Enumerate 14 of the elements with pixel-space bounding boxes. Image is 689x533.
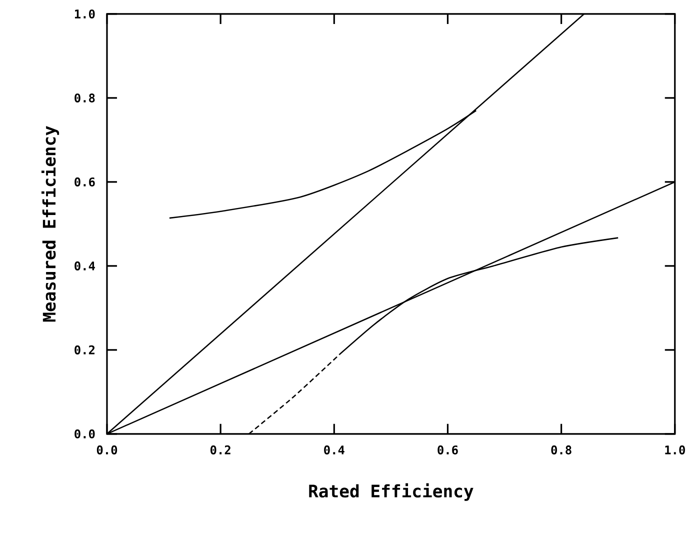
x-tick-label: 1.0 bbox=[665, 445, 685, 455]
y-tick-label: 1.0 bbox=[74, 10, 95, 19]
y-tick-label: 0.6 bbox=[74, 177, 95, 187]
x-tick-label: 0.0 bbox=[96, 445, 118, 455]
x-tick-label: 0.4 bbox=[324, 445, 344, 455]
y-tick-label: 0.0 bbox=[74, 429, 95, 438]
x-tick-label: 0.6 bbox=[438, 445, 458, 455]
x-tick-label: 0.2 bbox=[210, 445, 230, 455]
x-axis-title: Rated Efficiency bbox=[309, 483, 474, 501]
y-tick-label: 0.8 bbox=[74, 93, 95, 103]
y-tick-label: 0.2 bbox=[74, 345, 94, 354]
y-tick-label: 0.4 bbox=[74, 261, 95, 271]
y-axis-title: Measured Efficiency bbox=[41, 126, 60, 322]
x-tick-label: 0.8 bbox=[551, 445, 572, 455]
